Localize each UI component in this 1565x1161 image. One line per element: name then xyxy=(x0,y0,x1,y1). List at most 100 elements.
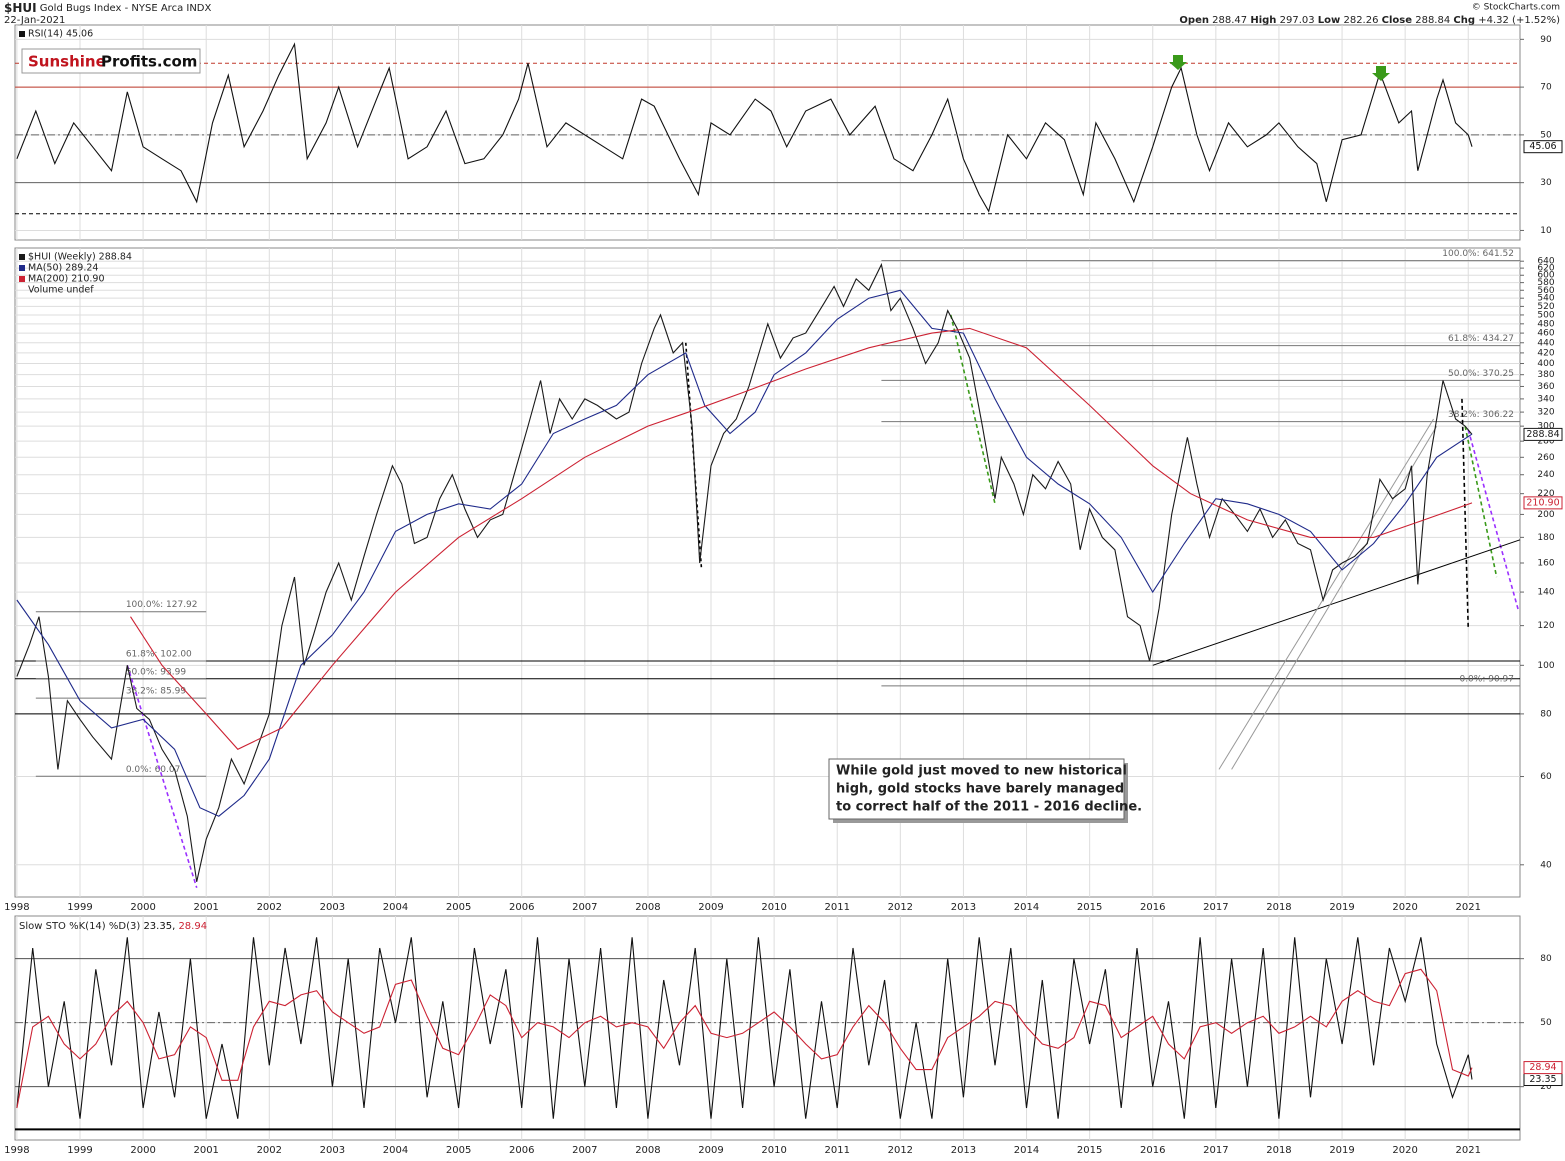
x-tick-label: 2007 xyxy=(572,902,597,913)
y-tick-label: 340 xyxy=(1537,394,1554,404)
series-line xyxy=(16,42,1473,213)
x-tick-label: 2009 xyxy=(698,1145,723,1156)
quote-label: Close xyxy=(1382,15,1413,26)
legend-swatch xyxy=(19,276,25,282)
x-tick-label: 2001 xyxy=(193,1145,218,1156)
x-tick-label: 2012 xyxy=(888,1145,913,1156)
legend-swatch xyxy=(19,265,25,271)
y-tick-label: 140 xyxy=(1537,588,1554,598)
x-tick-label: 2017 xyxy=(1203,1145,1228,1156)
logo-box xyxy=(21,48,201,74)
x-tick-label: 1998 xyxy=(4,902,29,913)
y-tick-label: 300 xyxy=(1537,422,1554,432)
trend-line xyxy=(1231,425,1438,770)
x-tick-label: 2015 xyxy=(1077,902,1102,913)
y-tick-label: 180 xyxy=(1537,533,1554,543)
fib-label: 38.2%: 85.99 xyxy=(126,687,187,697)
quote-value: 297.03 xyxy=(1280,15,1315,26)
y-tick-label: 50 xyxy=(1540,1018,1552,1028)
quote-value: 288.84 xyxy=(1415,15,1450,26)
quote-label: Open xyxy=(1179,15,1209,26)
legend: Slow STO %K(14) %D(3) 23.35, 28.94 xyxy=(19,921,207,932)
x-tick-label: 2009 xyxy=(698,902,723,913)
legend-swatch xyxy=(19,254,25,260)
arrow-icon xyxy=(1169,55,1187,70)
x-tick-label: 2016 xyxy=(1140,1145,1165,1156)
y-tick-label: 220 xyxy=(1537,489,1554,499)
x-tick-label: 2000 xyxy=(130,902,155,913)
trend-line xyxy=(950,314,996,504)
legend-swatch xyxy=(19,31,25,37)
x-tick-label: 2019 xyxy=(1329,902,1354,913)
value-tag: 28.94 xyxy=(1529,1062,1556,1073)
y-tick-label: 20 xyxy=(1540,1082,1552,1092)
x-tick-label: 2006 xyxy=(509,902,534,913)
y-tick-label: 520 xyxy=(1537,302,1554,312)
x-tick-label: 2018 xyxy=(1266,902,1291,913)
legend-title: Slow STO %K(14) %D(3) xyxy=(19,921,140,932)
x-tick-label: 2008 xyxy=(635,1145,660,1156)
y-tick-label: 60 xyxy=(1540,772,1552,782)
y-tick-label: 70 xyxy=(1540,83,1552,93)
panel-frame xyxy=(14,247,1521,898)
y-tick-label: 260 xyxy=(1537,453,1554,463)
x-tick-label: 2015 xyxy=(1077,1145,1102,1156)
legend-entry: RSI(14) 45.06 xyxy=(28,29,93,40)
logo-part: Sunshine xyxy=(28,53,106,71)
legend-entry: MA(50) 289.24 xyxy=(28,263,98,274)
quote-label: Chg xyxy=(1453,15,1475,26)
fib-label: 61.8%: 102.00 xyxy=(126,650,192,660)
y-tick-label: 280 xyxy=(1537,437,1554,447)
x-tick-label: 2011 xyxy=(825,902,850,913)
y-tick-label: 80 xyxy=(1540,709,1552,719)
annotation-box xyxy=(828,758,1125,820)
x-tick-label: 2010 xyxy=(761,902,786,913)
trend-line xyxy=(1461,398,1470,630)
value-tag-box xyxy=(1523,496,1563,510)
series-line xyxy=(16,262,1473,882)
trend-line xyxy=(1152,539,1521,666)
x-tick-label: 2018 xyxy=(1266,1145,1291,1156)
x-tick-label: 2013 xyxy=(951,902,976,913)
fib-label: 38.2%: 306.22 xyxy=(1448,410,1514,420)
series-line xyxy=(16,968,1473,1109)
value-tag: 45.06 xyxy=(1529,141,1556,152)
x-tick-label: 2003 xyxy=(320,902,345,913)
x-tick-label: 1999 xyxy=(67,1145,92,1156)
y-tick-label: 120 xyxy=(1537,621,1554,631)
trend-line xyxy=(684,342,703,570)
x-tick-label: 2021 xyxy=(1456,1145,1481,1156)
x-tick-label: 2014 xyxy=(1014,1145,1039,1156)
trend-line xyxy=(126,665,198,888)
y-tick-label: 400 xyxy=(1537,359,1554,369)
x-tick-label: 2005 xyxy=(446,1145,471,1156)
series-line xyxy=(130,327,1473,750)
x-tick-label: 1999 xyxy=(67,902,92,913)
y-tick-label: 580 xyxy=(1537,278,1554,288)
x-tick-label: 2017 xyxy=(1203,902,1228,913)
quote-value: 282.26 xyxy=(1343,15,1378,26)
value-tag: 23.35 xyxy=(1529,1074,1556,1085)
y-tick-label: 360 xyxy=(1537,382,1554,392)
x-tick-label: 2019 xyxy=(1329,1145,1354,1156)
y-tick-label: 380 xyxy=(1537,370,1554,380)
quote-value: +4.32 (+1.52%) xyxy=(1478,15,1560,26)
x-tick-label: 2004 xyxy=(383,1145,408,1156)
legend-entry: 28.94 xyxy=(178,921,207,932)
header-date: 22-Jan-2021 xyxy=(4,15,65,26)
value-tag: 288.84 xyxy=(1526,429,1559,440)
source: © StockCharts.com xyxy=(1472,3,1560,13)
fib-label: 61.8%: 434.27 xyxy=(1448,334,1514,344)
value-tag-box xyxy=(1523,1061,1563,1075)
value-tag-box xyxy=(1523,427,1563,441)
x-tick-label: 2001 xyxy=(193,902,218,913)
y-tick-label: 40 xyxy=(1540,860,1552,870)
fib-label: 0.0%: 90.97 xyxy=(1459,674,1514,684)
trend-line xyxy=(1218,418,1434,770)
annotation-text: While gold just moved to new historical xyxy=(836,764,1127,779)
x-tick-label: 2011 xyxy=(825,1145,850,1156)
x-tick-label: 2002 xyxy=(257,902,282,913)
fib-label: 100.0%: 641.52 xyxy=(1442,249,1514,259)
